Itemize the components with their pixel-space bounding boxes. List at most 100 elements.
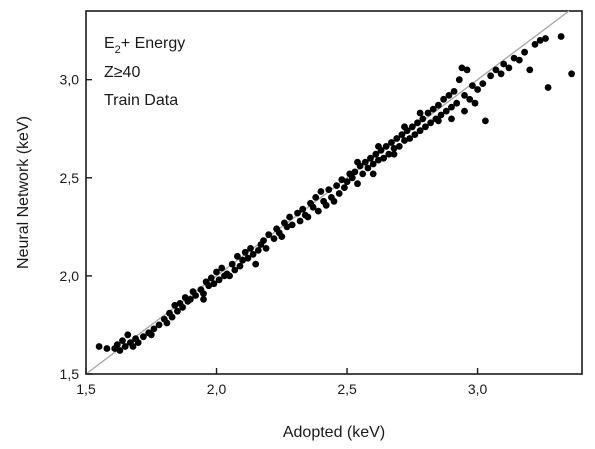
data-point — [205, 282, 213, 290]
data-point — [461, 92, 468, 99]
data-point — [390, 150, 398, 158]
data-point — [236, 262, 244, 270]
y-tick-label: 1,5 — [60, 366, 80, 382]
data-point — [385, 150, 393, 158]
data-point — [471, 99, 479, 107]
data-point — [249, 250, 257, 258]
x-axis-label: Adopted (keV) — [283, 424, 385, 441]
data-point — [239, 256, 247, 264]
data-point — [375, 143, 382, 150]
data-point — [333, 182, 340, 190]
data-point — [192, 292, 200, 299]
data-point — [322, 201, 330, 209]
data-point — [557, 33, 565, 40]
data-point — [270, 235, 278, 243]
data-point — [497, 70, 505, 78]
data-point — [568, 70, 575, 78]
data-point — [343, 178, 351, 186]
data-point — [445, 92, 453, 99]
data-point — [422, 123, 429, 131]
data-point — [395, 143, 403, 150]
data-point — [521, 48, 528, 56]
data-point — [427, 119, 434, 127]
data-point — [375, 156, 382, 164]
data-point — [411, 131, 419, 139]
data-point — [247, 245, 254, 252]
y-tick-label: 2,5 — [60, 170, 80, 186]
annotation-energy-main: E — [104, 35, 115, 52]
data-point — [174, 307, 181, 315]
axis-ticks: 1,5 2,0 2,5 3,0 1,5 2,0 2,5 3,0 — [60, 72, 488, 397]
data-point — [380, 154, 387, 162]
data-point — [435, 117, 442, 125]
data-point — [288, 221, 296, 229]
data-point — [278, 233, 286, 241]
data-point — [335, 190, 343, 197]
data-point — [367, 154, 374, 162]
data-point — [218, 264, 226, 272]
data-point — [314, 207, 322, 215]
data-point — [500, 60, 508, 68]
data-point — [414, 119, 421, 127]
data-point — [406, 135, 414, 142]
data-point — [140, 333, 147, 341]
data-point — [401, 137, 408, 144]
data-point — [294, 209, 301, 217]
data-point — [435, 101, 442, 109]
data-point — [437, 111, 445, 119]
data-point — [369, 170, 377, 178]
data-point — [283, 223, 291, 231]
x-tick-label: 2,5 — [337, 381, 357, 397]
data-point — [119, 337, 126, 344]
chart-annotation: E2+ Energy Z≥40 Train Data — [104, 35, 185, 109]
data-point — [487, 72, 494, 80]
data-point — [234, 252, 241, 260]
annotation-energy-sub: 2 — [115, 44, 121, 56]
data-point — [393, 135, 401, 142]
data-point — [312, 194, 320, 201]
annotation-z-range: Z≥40 — [104, 64, 140, 81]
data-point — [442, 107, 450, 115]
data-point — [116, 347, 124, 354]
data-point — [364, 164, 372, 172]
data-point — [134, 339, 142, 346]
data-point — [416, 109, 424, 117]
data-point — [492, 66, 500, 74]
data-point — [341, 184, 348, 192]
data-point — [254, 247, 262, 254]
data-point — [416, 127, 424, 135]
data-point — [401, 123, 408, 131]
data-point — [448, 115, 455, 123]
data-point — [469, 82, 476, 89]
data-point — [338, 176, 346, 184]
x-tick-label: 1,5 — [76, 381, 96, 397]
data-point — [505, 64, 513, 72]
data-point — [372, 150, 380, 158]
data-point — [163, 319, 171, 327]
data-point — [155, 321, 163, 329]
data-point — [382, 143, 390, 150]
data-point — [455, 76, 463, 84]
data-point — [210, 280, 218, 288]
data-point — [419, 115, 427, 123]
data-point — [179, 303, 187, 311]
data-point — [129, 343, 137, 350]
data-point — [448, 103, 455, 111]
data-point — [296, 217, 304, 225]
data-point — [299, 205, 307, 213]
data-point — [304, 213, 312, 221]
data-point — [390, 145, 398, 152]
data-point — [215, 276, 223, 284]
data-point — [479, 80, 487, 87]
data-point — [265, 231, 273, 239]
data-point — [325, 186, 333, 194]
data-point — [200, 290, 207, 297]
data-point — [429, 105, 437, 113]
data-point — [226, 272, 234, 280]
data-point — [515, 56, 523, 64]
annotation-energy-rest: + Energy — [121, 35, 185, 52]
data-point — [213, 268, 220, 276]
data-point — [121, 343, 129, 350]
